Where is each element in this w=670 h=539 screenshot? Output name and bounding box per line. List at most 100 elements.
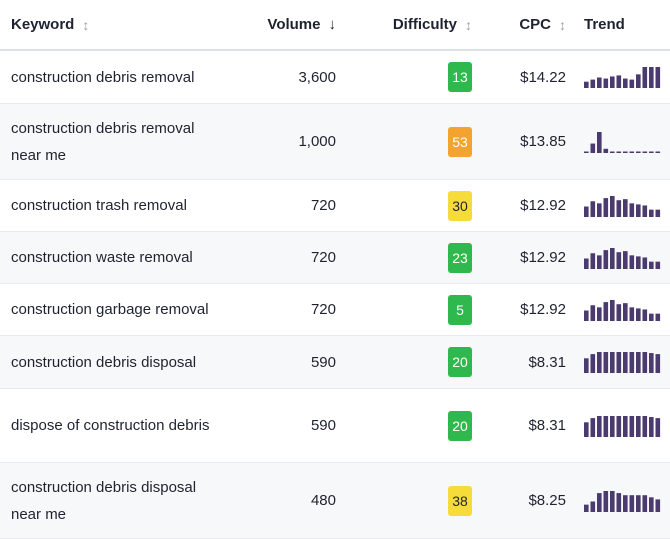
trend-bar <box>636 415 641 437</box>
trend-bar <box>610 490 615 512</box>
trend-bar <box>610 195 615 217</box>
table-row[interactable]: construction debris disposal 590 20 $8.31 <box>0 336 670 389</box>
trend-bar <box>603 249 609 269</box>
cpc-cell: $8.31 <box>528 417 566 434</box>
cpc-cell: $12.92 <box>520 249 566 266</box>
trend-bar <box>616 251 622 269</box>
trend-bar <box>642 256 648 269</box>
keyword-text[interactable]: construction debris disposal <box>11 353 197 371</box>
trend-sparkline <box>584 247 661 269</box>
difficulty-badge: 23 <box>448 242 472 273</box>
table-body: construction debris removal 3,600 13 $14.22… <box>0 51 670 539</box>
trend-bar <box>642 494 648 512</box>
table-row[interactable]: dispose of construction debris 590 20 $8.31 <box>0 389 670 463</box>
trend-bar <box>649 416 654 437</box>
trend-bar <box>655 417 661 437</box>
volume-column-header[interactable]: Volume ↓ <box>228 16 336 33</box>
keyword-cell: construction waste removal <box>0 244 228 271</box>
difficulty-badge: 53 <box>448 126 472 157</box>
trend-bar <box>655 498 661 512</box>
keyword-text[interactable]: construction trash removal <box>11 197 187 214</box>
keyword-cell: construction debris disposal near me <box>0 474 228 528</box>
volume-cell: 590 <box>310 417 336 434</box>
trend-bar <box>623 352 628 373</box>
table-row[interactable]: construction debris removal near me 1,000… <box>0 104 670 180</box>
trend-bar <box>642 204 648 217</box>
keyword-header-label: Keyword <box>11 16 75 33</box>
trend-bar <box>610 247 615 269</box>
trend-bar <box>629 151 635 153</box>
trend-bar <box>623 151 628 153</box>
trend-bar <box>616 75 622 88</box>
volume-header-label: Volume <box>267 16 321 33</box>
sort-both-icon[interactable]: ↕ <box>559 16 566 33</box>
trend-sparkline <box>584 195 661 217</box>
volume-cell: 720 <box>310 249 336 266</box>
trend-bar <box>649 353 654 373</box>
trend-bar <box>603 415 609 437</box>
difficulty-header-label: Difficulty <box>392 16 457 33</box>
trend-bar <box>636 151 641 153</box>
table-row[interactable]: construction debris disposal near me 480 3… <box>0 463 670 539</box>
trend-bar <box>642 67 648 88</box>
trend-bar <box>649 496 654 512</box>
table-row[interactable]: construction garbage removal 720 5 $12.92 <box>0 284 670 336</box>
table-row[interactable]: construction trash removal 720 30 $12.92 <box>0 180 670 232</box>
trend-bar <box>623 302 628 321</box>
trend-bar <box>590 417 596 437</box>
trend-bar <box>629 306 635 321</box>
trend-bar <box>649 313 654 321</box>
keyword-cell: construction trash removal <box>0 192 228 219</box>
trend-cell <box>566 195 670 217</box>
sort-both-icon[interactable]: ↕ <box>82 16 90 33</box>
keyword-cell: construction debris removal near me <box>0 115 228 169</box>
trend-bar <box>649 261 654 269</box>
keyword-text[interactable]: construction waste removal <box>11 249 193 266</box>
keyword-text[interactable]: construction garbage removal <box>11 301 209 318</box>
trend-bar <box>603 352 609 373</box>
keyword-text[interactable]: dispose of construction debris <box>11 417 210 434</box>
keyword-cell: construction debris disposal <box>0 349 228 376</box>
trend-cell <box>566 247 670 269</box>
table-row[interactable]: construction debris removal 3,600 13 $14.22 <box>0 51 670 104</box>
trend-bar <box>636 74 641 88</box>
trend-bar <box>623 494 628 512</box>
trend-bar <box>629 494 635 512</box>
table-row[interactable]: construction waste removal 720 23 $12.92 <box>0 232 670 284</box>
trend-bar <box>584 504 589 512</box>
trend-bar <box>636 255 641 269</box>
keyword-text[interactable]: construction debris disposal near me <box>11 478 197 523</box>
cpc-cell: $12.92 <box>520 197 566 214</box>
trend-cell <box>566 351 670 373</box>
difficulty-cell: 13 <box>336 62 472 92</box>
cpc-cell: $14.22 <box>520 68 566 86</box>
trend-cell <box>566 415 670 437</box>
trend-bar <box>655 67 661 88</box>
difficulty-cell: 30 <box>336 190 472 221</box>
keyword-cell: construction debris removal <box>0 64 228 91</box>
difficulty-column-header[interactable]: Difficulty ↕ <box>336 16 472 33</box>
trend-bar <box>623 250 628 269</box>
trend-bar <box>616 199 622 217</box>
trend-bar <box>597 131 602 153</box>
sort-both-icon[interactable]: ↕ <box>465 16 472 33</box>
difficulty-cell: 38 <box>336 485 472 516</box>
trend-bar <box>610 352 615 373</box>
trend-sparkline <box>584 299 661 321</box>
trend-bar <box>642 415 648 437</box>
trend-bar <box>590 354 596 373</box>
keyword-cell: dispose of construction debris <box>0 412 228 439</box>
trend-bar <box>590 200 596 217</box>
sort-desc-icon[interactable]: ↓ <box>328 16 337 33</box>
trend-bar <box>590 79 596 88</box>
trend-bar <box>584 421 589 437</box>
cpc-column-header[interactable]: CPC ↕ <box>472 16 566 33</box>
difficulty-cell: 20 <box>336 347 472 377</box>
cpc-cell: $12.92 <box>520 301 566 318</box>
keyword-column-header[interactable]: Keyword ↕ <box>0 16 228 33</box>
trend-bar <box>584 151 589 153</box>
keyword-text[interactable]: construction debris removal near me <box>11 119 195 164</box>
difficulty-cell: 20 <box>336 410 472 441</box>
keyword-text[interactable]: construction debris removal <box>11 68 195 86</box>
